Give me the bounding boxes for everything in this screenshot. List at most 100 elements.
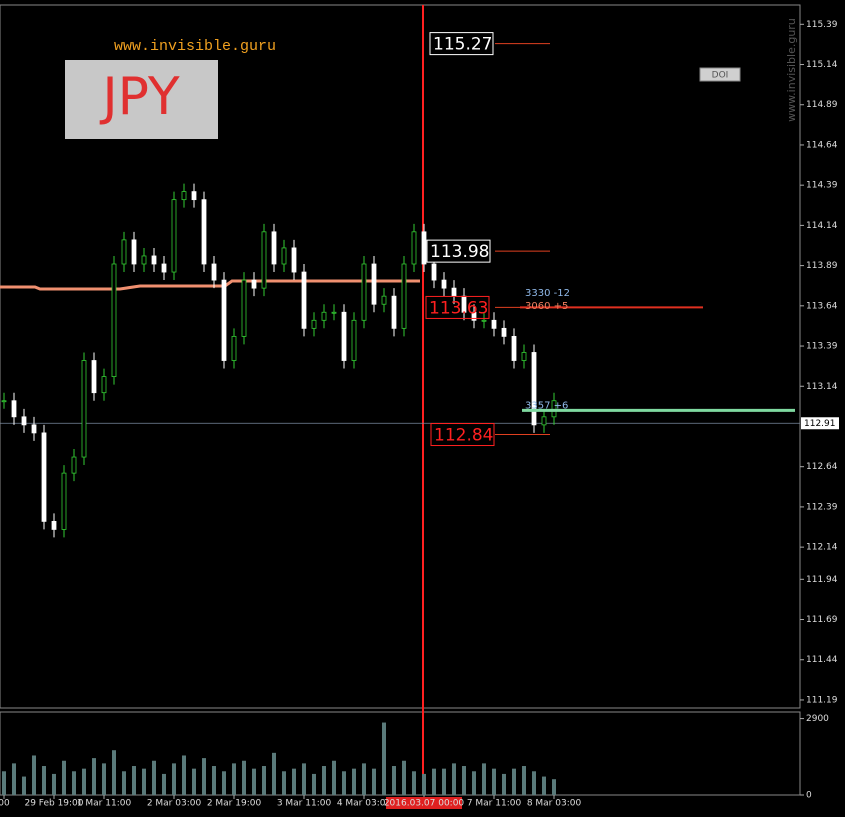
volume-bar — [222, 771, 226, 795]
volume-bar — [552, 779, 556, 795]
volume-bar — [12, 763, 16, 795]
candle — [81, 360, 87, 458]
candle — [221, 279, 227, 361]
volume-bar — [312, 773, 316, 795]
side-text: www.invisible.guru — [785, 18, 798, 122]
volume-bar — [392, 766, 396, 795]
volume-bar — [352, 768, 356, 795]
volume-bar — [92, 758, 96, 795]
volume-bar — [122, 771, 126, 795]
level-box — [426, 239, 491, 263]
candle — [321, 311, 327, 321]
candle — [371, 263, 377, 305]
volume-bar — [22, 776, 26, 795]
level-label: 113.98 — [430, 242, 489, 262]
y-tick-label: 113.64 — [806, 301, 838, 311]
y-tick-label: 112.39 — [806, 502, 838, 512]
volume-bar — [282, 771, 286, 795]
x-tick-label: 7 Mar 11:00 — [467, 799, 522, 809]
candle — [51, 520, 57, 530]
volume-bar — [162, 773, 166, 795]
candle — [261, 231, 267, 289]
y-tick-label: 115.14 — [806, 60, 838, 70]
candle — [61, 472, 67, 530]
volume-bar — [72, 771, 76, 795]
volume-bar — [362, 763, 366, 795]
volume-bar — [152, 760, 156, 795]
volume-bar — [402, 760, 406, 795]
candle — [471, 311, 477, 321]
candle — [421, 231, 427, 265]
volume-bar — [102, 763, 106, 795]
annotation: 3330 -12 — [525, 288, 570, 299]
x-tick-label: 2016.03.07 00:00 — [384, 799, 465, 809]
volume-tick-label: 0 — [806, 791, 812, 801]
symbol: JPY — [99, 67, 180, 127]
y-tick-label: 111.94 — [806, 575, 838, 585]
candle — [241, 279, 247, 337]
candle — [71, 456, 77, 474]
volume-bar — [52, 773, 56, 795]
candle — [171, 199, 177, 273]
volume-bar — [82, 768, 86, 795]
candle — [91, 360, 97, 394]
y-tick-label: 114.39 — [806, 181, 838, 191]
candle — [201, 199, 207, 265]
candle — [131, 239, 137, 265]
x-tick-label: 8 Mar 03:00 — [527, 799, 582, 809]
candle — [381, 295, 387, 305]
volume-bar — [242, 760, 246, 795]
volume-bar — [472, 771, 476, 795]
candle — [121, 239, 127, 265]
volume-bar — [332, 760, 336, 795]
level-box — [429, 32, 494, 56]
candle — [161, 263, 167, 273]
volume-bar — [512, 768, 516, 795]
volume-bar — [232, 763, 236, 795]
y-tick-label: 114.89 — [806, 100, 838, 110]
candle — [231, 335, 237, 361]
volume-bar — [132, 766, 136, 795]
doi-button-label: DOI — [712, 71, 729, 81]
x-tick-label: 00 — [0, 799, 10, 809]
doi-button[interactable] — [699, 67, 741, 82]
candle — [41, 432, 47, 522]
volume-bar — [492, 768, 496, 795]
candle — [31, 424, 37, 434]
volume-bar — [482, 763, 486, 795]
volume-bar — [2, 771, 6, 795]
candle — [551, 400, 557, 418]
candle — [1, 400, 7, 403]
y-tick-label: 111.69 — [806, 615, 838, 625]
volume-bar — [202, 758, 206, 795]
volume-bar — [412, 771, 416, 795]
candle — [511, 335, 517, 361]
volume-bar — [112, 750, 116, 795]
volume-bar — [302, 763, 306, 795]
level-box — [430, 423, 495, 447]
x-tick-highlight — [386, 797, 462, 809]
volume-bar — [502, 773, 506, 795]
candle — [401, 263, 407, 329]
candle — [521, 352, 527, 361]
level-label: 115.27 — [433, 35, 492, 55]
annotation: 3357 +6 — [525, 401, 568, 412]
candle — [191, 191, 197, 201]
level-label: 112.84 — [434, 426, 493, 446]
candle — [101, 376, 107, 394]
current-price-box — [801, 417, 839, 430]
candle — [311, 319, 317, 329]
symbol-box — [65, 60, 218, 139]
volume-bar — [462, 766, 466, 795]
moving-average — [0, 279, 420, 291]
candle — [391, 295, 397, 329]
current-price-label: 112.91 — [804, 419, 836, 429]
plot-frame — [0, 4, 801, 709]
volume-bar — [542, 776, 546, 795]
y-tick-label: 112.64 — [806, 462, 838, 472]
volume-bar — [212, 766, 216, 795]
y-tick-label: 113.14 — [806, 382, 838, 392]
candle — [111, 263, 117, 378]
y-tick-label: 114.64 — [806, 140, 838, 150]
candle — [501, 327, 507, 337]
